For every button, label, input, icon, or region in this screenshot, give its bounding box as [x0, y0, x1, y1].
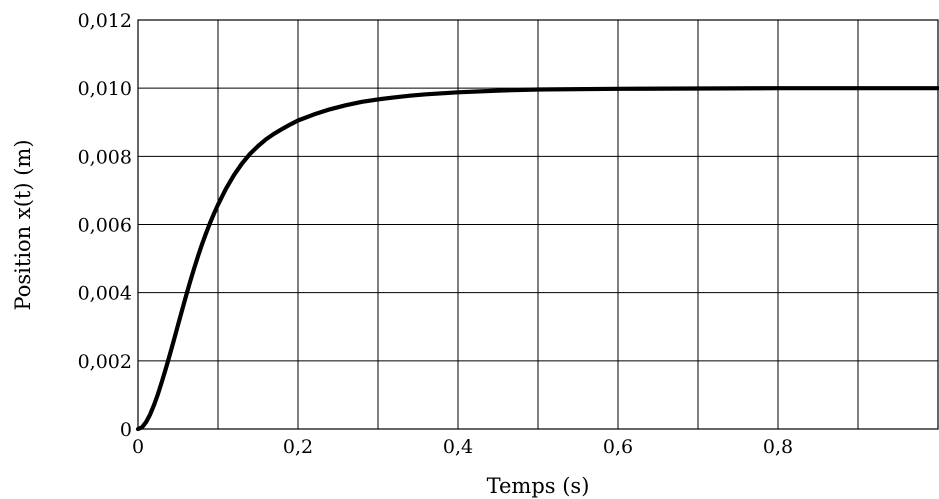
- position-curve: [135, 86, 939, 432]
- x-tick-label: 0: [132, 436, 144, 458]
- x-tick-labels: 0 0,2 0,4 0,6 0,8: [132, 436, 793, 458]
- y-axis-label: Position x(t) (m): [11, 139, 35, 310]
- y-tick-label: 0,012: [78, 10, 132, 32]
- plot-frame: [137, 19, 939, 430]
- x-tick-label: 0,8: [763, 436, 793, 458]
- y-tick-label: 0,008: [78, 146, 132, 168]
- x-tick-label: 0,6: [603, 436, 633, 458]
- y-tick-label: 0: [120, 419, 132, 441]
- y-tick-labels: 0 0,002 0,004 0,006 0,008 0,010 0,012: [78, 10, 132, 441]
- y-tick-label: 0,002: [78, 351, 132, 373]
- x-tick-label: 0,2: [283, 436, 313, 458]
- x-tick-label: 0,4: [443, 436, 473, 458]
- x-axis-label: Temps (s): [487, 474, 590, 498]
- y-tick-label: 0,010: [78, 78, 132, 100]
- y-tick-label: 0,004: [78, 283, 132, 305]
- y-tick-label: 0,006: [78, 215, 132, 237]
